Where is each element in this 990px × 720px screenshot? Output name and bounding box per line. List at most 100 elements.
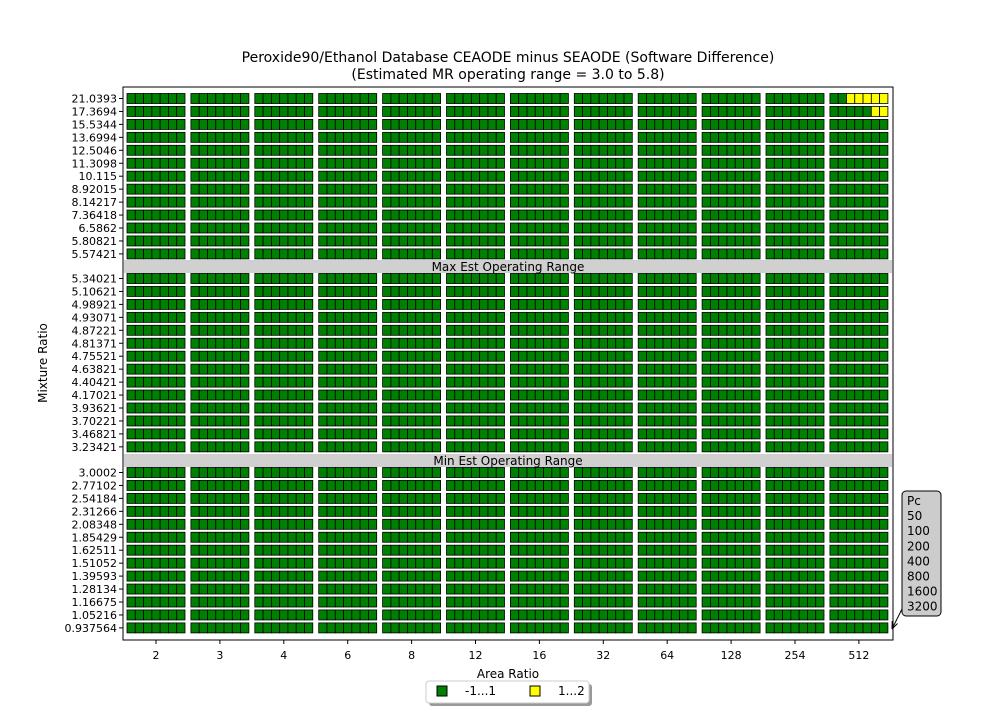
y-tick-label: 0.937564: [65, 622, 118, 635]
heatmap-cell: [765, 480, 775, 491]
heatmap-cell: [718, 505, 728, 517]
heatmap-cell: [454, 518, 464, 530]
heatmap-cell: [454, 544, 464, 556]
heatmap-cell: [518, 196, 528, 208]
heatmap-cell: [407, 311, 417, 323]
heatmap-cell: [879, 531, 889, 543]
heatmap-cell: [615, 467, 625, 478]
heatmap-cell: [279, 248, 289, 260]
heatmap-cell: [487, 298, 497, 310]
heatmap-cell: [846, 609, 856, 621]
heatmap-cell: [623, 183, 633, 195]
heatmap-cell: [679, 157, 689, 169]
heatmap-cell: [223, 350, 233, 362]
heatmap-cell: [326, 106, 336, 117]
heatmap-cell: [773, 286, 783, 297]
heatmap-cell: [151, 324, 161, 336]
heatmap-cell: [709, 402, 720, 414]
heatmap-cell: [670, 350, 681, 362]
heatmap-cell: [679, 248, 689, 260]
heatmap-cell: [670, 144, 681, 156]
heatmap-cell: [654, 273, 664, 284]
heatmap-cell: [176, 441, 186, 453]
heatmap-cell: [509, 428, 520, 440]
heatmap-cell: [262, 441, 272, 453]
heatmap-cell: [790, 505, 800, 517]
heatmap-cell: [126, 492, 136, 504]
heatmap-cell: [423, 609, 433, 621]
heatmap-cell: [479, 273, 489, 284]
heatmap-cell: [176, 235, 186, 247]
heatmap-cell: [318, 337, 328, 349]
heatmap-cell: [487, 518, 497, 530]
heatmap-cell: [646, 505, 656, 517]
heatmap-cell: [168, 183, 178, 195]
heatmap-cell: [270, 609, 281, 621]
heatmap-cell: [607, 596, 617, 608]
x-tick-label: 128: [721, 649, 742, 662]
heatmap-cell: [854, 106, 864, 117]
heatmap-cell: [679, 350, 689, 362]
heatmap-cell: [670, 415, 681, 427]
heatmap-cell: [176, 273, 186, 284]
heatmap-cell: [807, 170, 817, 182]
heatmap-cell: [734, 170, 744, 182]
heatmap-cell: [368, 222, 378, 234]
heatmap-cell: [318, 622, 328, 634]
heatmap-cell: [623, 609, 633, 621]
heatmap-cell: [470, 402, 481, 414]
heatmap-cell: [798, 583, 808, 595]
heatmap-cell: [151, 170, 161, 182]
heatmap-cell: [240, 622, 250, 634]
heatmap-cell: [304, 376, 314, 388]
heatmap-cell: [509, 518, 520, 530]
heatmap-cell: [446, 570, 456, 582]
heatmap-cell: [709, 570, 720, 582]
heatmap-cell: [807, 157, 817, 169]
heatmap-cell: [262, 402, 272, 414]
y-tick-label: 4.40421: [72, 376, 118, 389]
heatmap-cell: [646, 583, 656, 595]
heatmap-cell: [343, 170, 353, 182]
heatmap-cell: [654, 505, 664, 517]
heatmap-cell: [151, 131, 161, 143]
heatmap-cell: [679, 441, 689, 453]
heatmap-cell: [143, 311, 153, 323]
heatmap-cell: [479, 350, 489, 362]
heatmap-cell: [215, 196, 225, 208]
heatmap-cell: [143, 596, 153, 608]
heatmap-cell: [782, 544, 792, 556]
heatmap-cell: [143, 505, 153, 517]
heatmap-cell: [295, 389, 305, 401]
heatmap-cell: [326, 518, 336, 530]
heatmap-cell: [446, 93, 456, 104]
heatmap-cell: [846, 402, 856, 414]
heatmap-cell: [254, 480, 264, 491]
heatmap-cell: [343, 337, 353, 349]
heatmap-cell: [398, 131, 408, 143]
heatmap-cell: [159, 157, 169, 169]
heatmap-cell: [431, 480, 441, 491]
heatmap-cell: [509, 350, 520, 362]
heatmap-cell: [270, 596, 281, 608]
heatmap-cell: [854, 467, 864, 478]
heatmap-cell: [607, 183, 617, 195]
heatmap-cell: [573, 557, 583, 569]
heatmap-cell: [718, 428, 728, 440]
heatmap-cell: [662, 324, 672, 336]
heatmap-cell: [815, 609, 825, 621]
heatmap-cell: [279, 209, 289, 221]
heatmap-cell: [223, 389, 233, 401]
heatmap-cell: [782, 518, 792, 530]
heatmap-cell: [454, 428, 464, 440]
heatmap-cell: [168, 622, 178, 634]
heatmap-cell: [743, 622, 753, 634]
heatmap-cell: [559, 93, 569, 104]
heatmap-cell: [151, 570, 161, 582]
heatmap-cell: [829, 144, 839, 156]
heatmap-cell: [262, 544, 272, 556]
heatmap-cell: [143, 570, 153, 582]
heatmap-cell: [518, 583, 528, 595]
heatmap-cell: [637, 557, 647, 569]
heatmap-cell: [607, 376, 617, 388]
